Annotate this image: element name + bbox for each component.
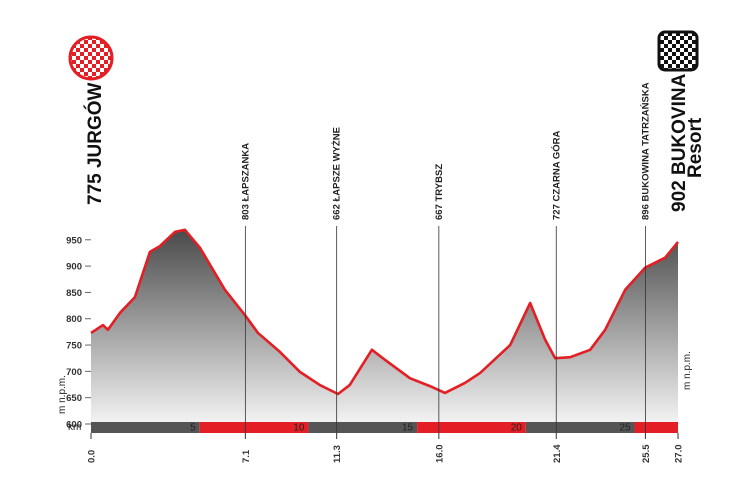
x-axis-label: km [68,422,81,433]
finish-label: 902 BUKOVINA [669,73,690,212]
km-bar-segment [199,422,309,433]
km-bar-segment [525,422,635,433]
profile-line [90,228,680,396]
waypoint-label: 803 ŁAPSZANKA [240,143,251,220]
y-tick-label: 650 [66,393,82,404]
km-mark-label: 10 [293,423,305,434]
y-tick-label: 950 [66,235,82,246]
km-bar-segment [417,422,526,433]
waypoint-label: 896 BUKOWINA TATRZAŃSKA [640,82,651,220]
y-tick-label: 700 [66,367,82,378]
km-bar-segment [308,422,418,433]
x-tick-label: 16.0 [434,445,445,464]
y-axis-label: m n.p.m. [57,375,68,414]
waypoint-label: 727 CZARNA GÓRA [550,130,562,220]
profile-fill [91,229,678,422]
km-mark-label: 20 [511,423,523,434]
y-tick-label: 800 [66,314,82,325]
km-bar-segment [91,422,200,433]
km-mark-label: 5 [190,423,196,434]
waypoint-label: 667 TRYBSZ [434,164,445,220]
km-mark-label: 15 [402,423,414,434]
y-tick-label: 750 [66,341,82,352]
x-tick-label: 0.0 [87,450,98,463]
y-tick-label: 850 [66,288,82,299]
x-tick-label: 21.4 [552,444,563,463]
waypoint-label: 662 ŁAPSZE WYŻNE [332,127,343,220]
x-tick-label: 7.1 [241,449,252,463]
finish-icon [657,30,699,72]
km-mark-label: 25 [619,423,631,434]
x-tick-label: 11.3 [332,445,343,463]
y-tick-label: 900 [66,262,82,273]
start-label: 775 JURGÓW [84,82,106,205]
y-axis-label: m n.p.m. [682,351,693,390]
finish-sublabel: Resort [685,117,706,178]
x-tick-label: 27.0 [674,445,685,464]
start-icon [68,35,114,81]
x-tick-label: 25.5 [641,444,652,463]
y-tick-label: 600 [66,420,82,431]
km-bar-segment [634,422,678,433]
